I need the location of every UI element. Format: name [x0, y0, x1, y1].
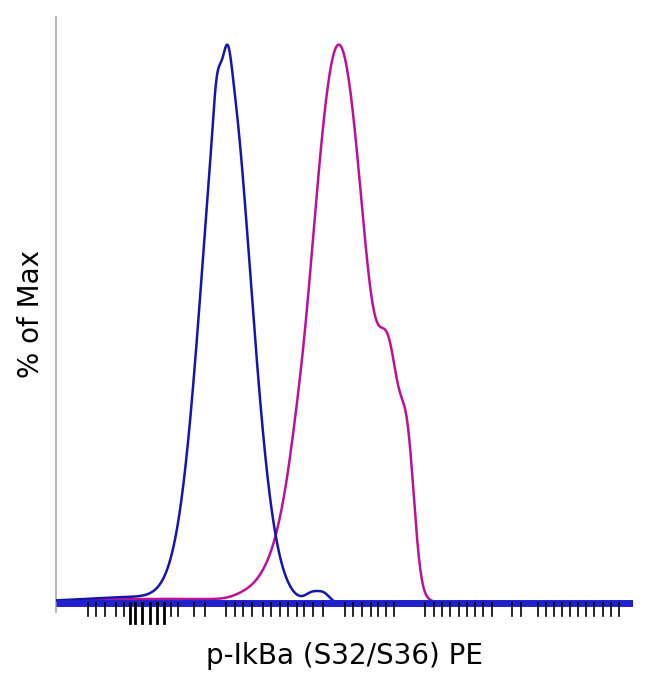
- X-axis label: p-IkBa (S32/S36) PE: p-IkBa (S32/S36) PE: [206, 642, 483, 671]
- Y-axis label: % of Max: % of Max: [17, 250, 45, 379]
